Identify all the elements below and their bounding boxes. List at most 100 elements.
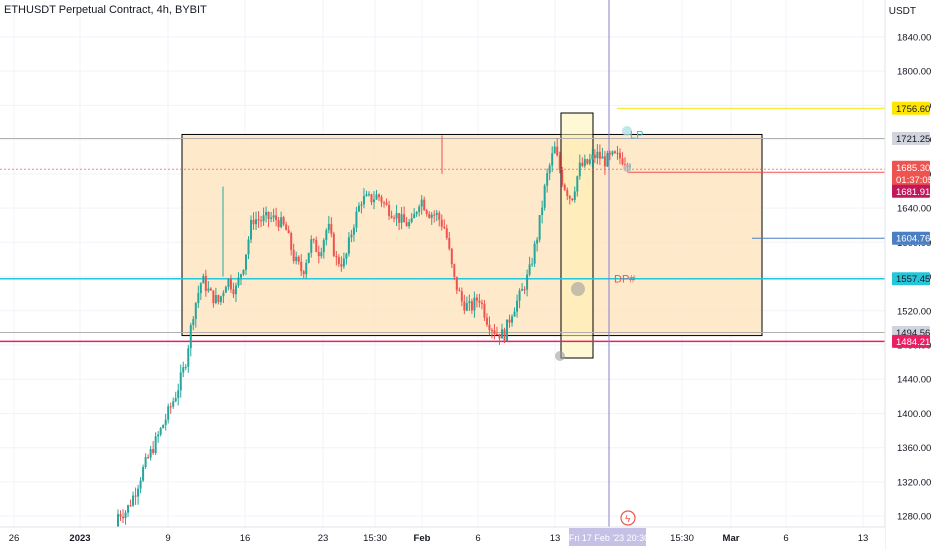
candle-body bbox=[463, 301, 466, 311]
candle-body bbox=[292, 249, 295, 262]
candle-body bbox=[583, 159, 586, 167]
candle-body bbox=[122, 516, 125, 519]
candle-body bbox=[576, 176, 579, 192]
candle-body bbox=[523, 289, 526, 291]
price-label-grey-level: 1494.56 bbox=[896, 328, 930, 339]
candle-body bbox=[586, 159, 589, 164]
candle-body bbox=[252, 219, 255, 225]
price-label-mark-price: 1681.91 bbox=[896, 187, 930, 198]
candle-body bbox=[297, 256, 300, 262]
candle-body bbox=[616, 152, 619, 154]
candle-body bbox=[265, 211, 268, 216]
price-label-countdown: 01:37:05 bbox=[896, 175, 932, 186]
candle-body bbox=[415, 212, 418, 215]
candle-body bbox=[367, 194, 370, 196]
price-label-box bbox=[892, 272, 930, 286]
candle-body bbox=[533, 243, 536, 264]
candle-body bbox=[202, 275, 205, 284]
candle-body bbox=[528, 264, 531, 275]
candle-body bbox=[558, 155, 561, 171]
candle-body bbox=[425, 210, 428, 214]
candle-body bbox=[214, 295, 217, 304]
candle-body bbox=[234, 285, 237, 295]
candle-body bbox=[573, 191, 576, 200]
candle-body bbox=[465, 303, 468, 311]
price-label-cyan-level: 1557.45 bbox=[896, 274, 930, 285]
candle-body bbox=[475, 297, 478, 301]
candle-body bbox=[197, 293, 200, 303]
candle-body bbox=[546, 173, 549, 186]
x-tick-label: Feb bbox=[414, 533, 431, 544]
candle-body bbox=[473, 297, 476, 311]
candle-body bbox=[566, 189, 569, 196]
candle-body bbox=[536, 239, 539, 244]
y-tick-label: 1640.00 bbox=[897, 204, 931, 215]
candle-body bbox=[310, 239, 313, 253]
candle-body bbox=[578, 162, 581, 177]
candle-body bbox=[362, 196, 365, 205]
candle-body bbox=[177, 390, 180, 399]
price-label-box bbox=[892, 172, 930, 186]
candle-body bbox=[237, 277, 240, 286]
candle-body bbox=[470, 301, 473, 311]
candle-body bbox=[275, 215, 278, 221]
candle-body bbox=[438, 212, 441, 220]
candle-body bbox=[307, 252, 310, 263]
candle-body bbox=[393, 217, 396, 219]
candle-body bbox=[172, 401, 175, 407]
candle-body bbox=[483, 303, 486, 318]
candle-body bbox=[518, 290, 521, 301]
candle-body bbox=[405, 222, 408, 227]
candle-body bbox=[117, 514, 119, 529]
candle-body bbox=[255, 219, 258, 225]
candle-body bbox=[503, 329, 506, 341]
candle-body bbox=[360, 204, 363, 206]
candle-body bbox=[388, 204, 391, 216]
candle-body bbox=[488, 324, 491, 331]
candle-body bbox=[345, 253, 348, 259]
candle-body bbox=[551, 153, 554, 166]
candle-body bbox=[413, 214, 416, 219]
price-label-box bbox=[892, 184, 930, 198]
candle-body bbox=[485, 317, 488, 325]
candle-body bbox=[553, 146, 556, 154]
x-tick-label: Fri 17 Feb '23 20:30 bbox=[569, 533, 649, 543]
candle-body bbox=[199, 283, 202, 294]
candle-body bbox=[159, 428, 162, 435]
candle-body bbox=[543, 185, 546, 208]
candle-body bbox=[260, 220, 263, 222]
candle-body bbox=[124, 512, 127, 519]
candle-body bbox=[445, 228, 448, 238]
candle-body bbox=[340, 264, 343, 267]
candle-body bbox=[493, 330, 496, 334]
candle-body bbox=[365, 194, 368, 197]
candle-body bbox=[174, 398, 177, 402]
candle-body bbox=[270, 217, 273, 219]
candle-body bbox=[167, 406, 170, 420]
candle-body bbox=[370, 194, 373, 203]
candle-body bbox=[342, 258, 345, 267]
candle-body bbox=[212, 290, 215, 304]
candle-body bbox=[154, 436, 157, 453]
price-label-box bbox=[892, 231, 930, 245]
pivot-marker-last bbox=[623, 164, 631, 172]
candle-body bbox=[129, 505, 132, 507]
candle-body bbox=[182, 367, 185, 373]
candle-body bbox=[453, 264, 456, 277]
event-icon bbox=[620, 510, 636, 526]
y-tick-label: 1320.00 bbox=[897, 477, 931, 488]
candle-body bbox=[591, 154, 594, 160]
candle-body bbox=[347, 237, 350, 254]
candle-body bbox=[227, 278, 230, 287]
candle-body bbox=[245, 254, 247, 270]
candle-body bbox=[561, 170, 564, 185]
candle-body bbox=[302, 271, 305, 275]
candle-body bbox=[119, 514, 122, 517]
x-tick-label: Mar bbox=[723, 533, 740, 544]
candle-body bbox=[149, 449, 152, 458]
candle-body bbox=[335, 255, 338, 258]
candle-body bbox=[325, 230, 328, 241]
candle-body bbox=[423, 199, 426, 211]
